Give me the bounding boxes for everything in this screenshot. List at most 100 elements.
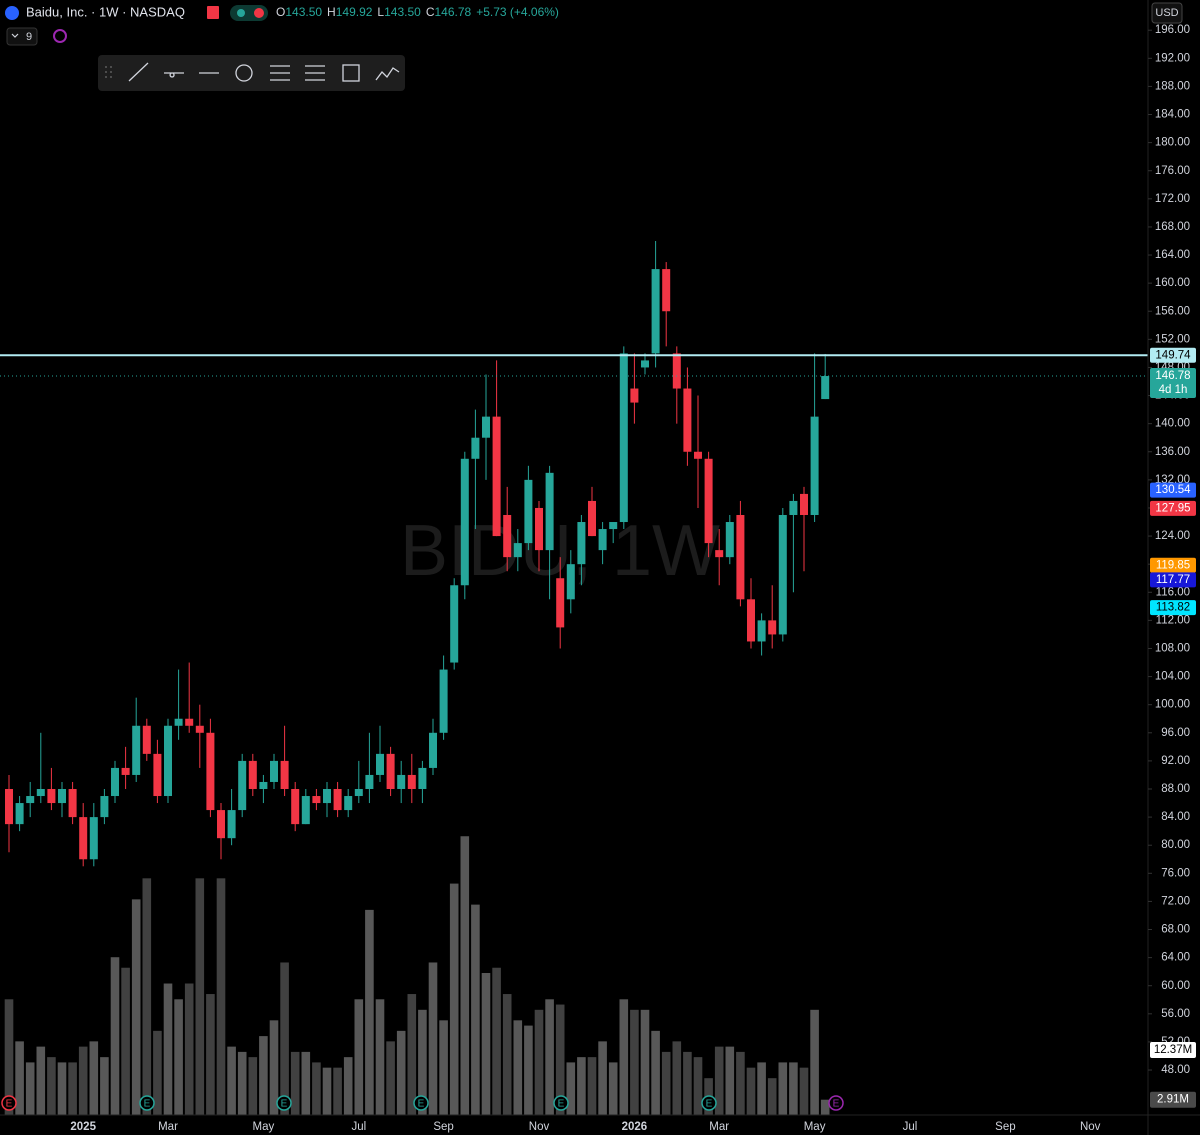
candle-body (429, 732, 437, 768)
y-tick-label: 72.00 (1161, 895, 1190, 907)
candle-body (365, 774, 374, 790)
earnings-label[interactable]: E (144, 1099, 151, 1110)
candle-body (100, 796, 109, 818)
ohlc-key: C (426, 5, 435, 19)
drag-handle[interactable] (105, 66, 112, 78)
y-tick-label: 88.00 (1161, 783, 1190, 795)
fib-tool[interactable] (270, 65, 290, 81)
volume-bar (492, 967, 501, 1115)
volume-bar (471, 904, 480, 1115)
ma-tag-bg (1150, 500, 1196, 516)
current-price-label: 146.78 (1155, 370, 1190, 382)
y-tick-label: 124.00 (1155, 530, 1190, 542)
candle-body (694, 451, 702, 459)
indicator-icon[interactable] (53, 29, 67, 43)
earnings-icon[interactable] (553, 1095, 569, 1111)
candle-body (736, 514, 745, 600)
earnings-icon[interactable] (828, 1095, 844, 1111)
path-tool[interactable] (375, 67, 400, 81)
ma-tag-bg (1150, 572, 1196, 588)
candle-body (164, 725, 172, 797)
axes: 196.00 192.00 188.00 184.00 180.00 176.00 172.… (70, 24, 1196, 1133)
y-tick-label: 160.00 (1155, 277, 1190, 289)
indicators-toggle[interactable] (6, 27, 38, 46)
circle-tool[interactable] (235, 64, 253, 82)
symbol-logo[interactable] (5, 6, 19, 20)
earnings-icon[interactable] (276, 1095, 292, 1111)
volume-bar (195, 878, 205, 1115)
x-tick-label: Jul (903, 1121, 918, 1133)
ma-tag-bg (1150, 482, 1196, 498)
y-tick-label: 164.00 (1155, 249, 1190, 261)
volume-bar (4, 999, 14, 1115)
earnings-label[interactable]: E (558, 1099, 565, 1110)
candle-body (121, 767, 130, 775)
earnings-label[interactable]: E (281, 1099, 288, 1110)
volume-bar (100, 1057, 109, 1115)
candle-body (588, 500, 596, 537)
flag-icon[interactable] (207, 6, 219, 19)
earnings-label[interactable]: E (706, 1099, 713, 1110)
currency[interactable]: USD (1155, 7, 1178, 19)
volume-bar (460, 836, 470, 1115)
y-tick-label: 96.00 (1161, 727, 1190, 739)
volume-bar (57, 1062, 67, 1115)
volume-bar (449, 883, 459, 1115)
y-tick-label: 196.00 (1155, 24, 1190, 36)
earnings-icon[interactable] (413, 1095, 429, 1111)
y-tick-label: 76.00 (1161, 867, 1190, 879)
candle-body (630, 388, 639, 403)
earnings-label[interactable]: E (6, 1099, 13, 1110)
earnings-label[interactable]: E (833, 1099, 840, 1110)
volume-tag-label: 12.37M (1154, 1044, 1192, 1056)
countdown-label: 4d 1h (1159, 384, 1188, 396)
volume-bar (746, 1067, 756, 1115)
volume-bar (513, 1020, 523, 1115)
ohlc-key: O (276, 5, 285, 19)
volume-bar (418, 1009, 427, 1115)
candle-body (800, 493, 808, 515)
ma-tag-label: 130.54 (1155, 484, 1191, 496)
position-tool[interactable] (305, 65, 325, 81)
indicator-count[interactable]: 9 (26, 31, 32, 43)
candle-body (142, 725, 151, 754)
currency-box[interactable] (1151, 2, 1183, 24)
earnings-label[interactable]: E (418, 1099, 425, 1110)
horizontal-ray-tool[interactable] (164, 72, 184, 78)
volume-bar (280, 962, 289, 1115)
ohlc-value: 143.50 (384, 5, 421, 19)
candle-body (291, 789, 300, 825)
y-tick-label: 184.00 (1155, 109, 1190, 121)
candle-body (450, 585, 459, 663)
candle-body (89, 817, 98, 860)
candle-body (545, 472, 554, 551)
candle-body (821, 376, 830, 400)
rectangle-tool[interactable] (342, 64, 360, 82)
candle-body (768, 620, 777, 635)
volume-bar (25, 1062, 35, 1115)
x-tick-label: May (253, 1121, 275, 1133)
candle-body (683, 388, 692, 452)
volume-bar (174, 999, 183, 1115)
candle-body (407, 774, 416, 790)
x-tick-label: Nov (1080, 1121, 1101, 1133)
y-tick-label: 188.00 (1155, 80, 1190, 92)
candle-body (672, 353, 681, 389)
y-tick-label: 48.00 (1161, 1064, 1190, 1076)
trend-line-tool[interactable] (128, 62, 149, 82)
ohlc-value: 149.92 (336, 5, 373, 19)
earnings-icon[interactable] (701, 1095, 717, 1111)
volume-bar (545, 999, 554, 1115)
volume-bar (555, 1004, 565, 1115)
candle-body (259, 781, 268, 790)
earnings-icon[interactable] (1, 1095, 17, 1111)
y-tick-label: 136.00 (1155, 446, 1190, 458)
volume-bar (131, 899, 141, 1115)
volume-bar (47, 1057, 56, 1115)
symbol-title[interactable]: Baidu, Inc. · 1W · NASDAQ (26, 4, 185, 19)
candle-body (789, 500, 798, 515)
earnings-icon[interactable] (139, 1095, 155, 1111)
candle-body (132, 725, 141, 775)
